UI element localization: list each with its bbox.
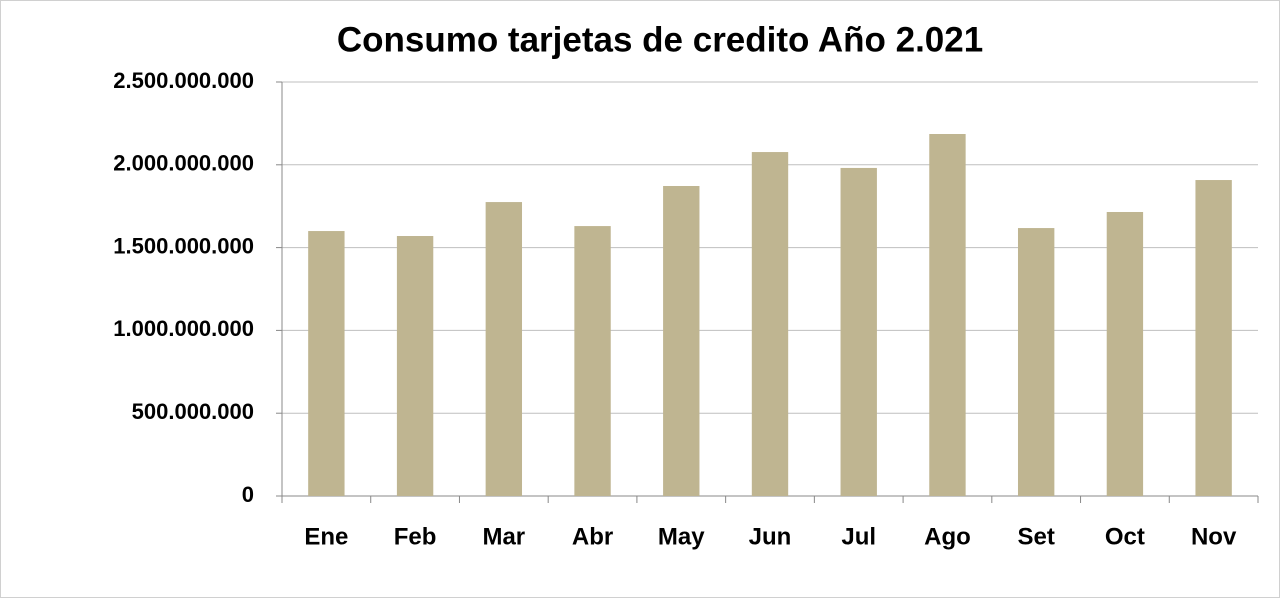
- y-tick-label: 2.500.000.000: [113, 68, 254, 93]
- x-tick-label: Ago: [924, 523, 971, 550]
- y-tick-label: 1.500.000.000: [113, 233, 254, 258]
- y-tick-label: 2.000.000.000: [113, 151, 254, 176]
- x-tick-label: Jul: [841, 523, 876, 550]
- x-tick-label: Feb: [394, 523, 437, 550]
- x-tick-label: Oct: [1105, 523, 1145, 550]
- bar: [308, 231, 345, 497]
- bar: [840, 167, 877, 496]
- x-tick-label: Abr: [572, 523, 613, 550]
- y-tick-label: 500.000.000: [132, 399, 254, 424]
- x-tick-label: Set: [1018, 523, 1055, 550]
- x-tick-label: Nov: [1191, 523, 1237, 550]
- bar: [485, 202, 523, 496]
- bar: [1195, 180, 1232, 496]
- x-tick-label: May: [658, 523, 705, 550]
- bar: [751, 152, 789, 496]
- x-tick-label: Ene: [304, 523, 348, 550]
- y-tick-label: 0: [242, 482, 254, 507]
- bar: [396, 236, 434, 496]
- bar: [929, 133, 966, 496]
- y-tick-label: 1.000.000.000: [113, 316, 254, 341]
- x-tick-label: Mar: [482, 523, 525, 550]
- bar: [574, 226, 611, 496]
- x-tick-label: Jun: [749, 523, 792, 550]
- bar: [1106, 211, 1144, 496]
- bar: [1017, 228, 1055, 496]
- chart-title: Consumo tarjetas de credito Año 2.021: [337, 20, 983, 59]
- bar: [663, 185, 700, 496]
